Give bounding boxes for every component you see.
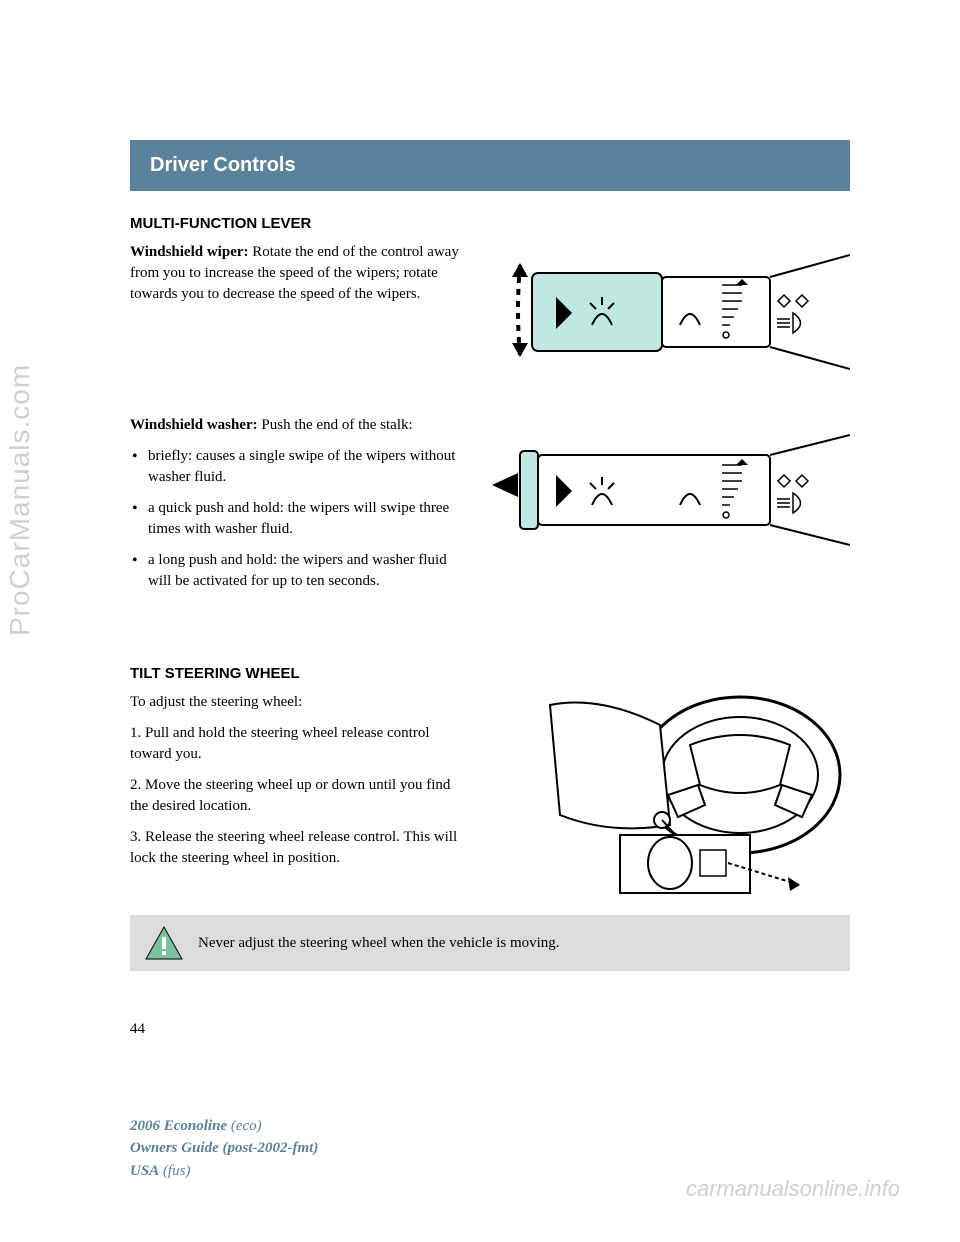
washer-label: Windshield washer: <box>130 417 258 433</box>
watermark-bottom: carmanualsonline.info <box>686 1176 900 1202</box>
tilt-step-2: 2. Move the steering wheel up or down un… <box>130 775 470 817</box>
footer: 2006 Econoline (eco) Owners Guide (post-… <box>130 1115 318 1183</box>
tilt-step-1: 1. Pull and hold the steering wheel rele… <box>130 723 470 765</box>
wiper-paragraph: Windshield wiper: Rotate the end of the … <box>130 242 470 305</box>
washer-bullet-2: a quick push and hold: the wipers will s… <box>130 498 470 540</box>
multi-function-heading: MULTI-FUNCTION LEVER <box>130 215 850 232</box>
tilt-heading: TILT STEERING WHEEL <box>130 665 850 682</box>
footer-region: USA <box>130 1163 159 1179</box>
tilt-step-3: 3. Release the steering wheel release co… <box>130 827 470 869</box>
steering-wheel-figure <box>540 685 850 900</box>
footer-region-code: (fus) <box>163 1163 191 1179</box>
washer-paragraph: Windshield washer: Push the end of the s… <box>130 415 470 436</box>
washer-text: Push the end of the stalk: <box>258 417 413 433</box>
warning-text: Never adjust the steering wheel when the… <box>198 933 560 954</box>
washer-bullet-3: a long push and hold: the wipers and was… <box>130 550 470 592</box>
page-content: Driver Controls MULTI-FUNCTION LEVER Win… <box>130 140 850 1038</box>
wiper-lever-figure <box>490 235 850 390</box>
washer-section: Windshield washer: Push the end of the s… <box>130 415 850 635</box>
washer-bullet-1: briefly: causes a single swipe of the wi… <box>130 446 470 488</box>
footer-model: 2006 Econoline <box>130 1118 227 1134</box>
page-number: 44 <box>130 1021 850 1038</box>
footer-guide: Owners Guide (post-2002-fmt) <box>130 1137 318 1160</box>
watermark-left: ProCarManuals.com <box>4 364 36 636</box>
wiper-label: Windshield wiper: <box>130 244 249 260</box>
warning-box: Never adjust the steering wheel when the… <box>130 915 850 971</box>
tilt-intro: To adjust the steering wheel: <box>130 692 470 713</box>
washer-lever-figure <box>490 425 850 560</box>
section-header: Driver Controls <box>130 140 850 191</box>
tilt-section: TILT STEERING WHEEL To adjust the steeri… <box>130 665 850 885</box>
warning-triangle-icon <box>144 925 184 961</box>
footer-model-code: (eco) <box>231 1118 262 1134</box>
multi-function-section: MULTI-FUNCTION LEVER Windshield wiper: R… <box>130 215 850 385</box>
